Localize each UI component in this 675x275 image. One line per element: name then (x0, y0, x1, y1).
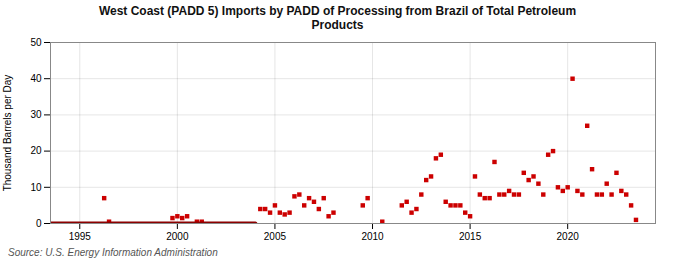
svg-text:2015: 2015 (459, 231, 482, 242)
svg-text:50: 50 (30, 37, 42, 48)
svg-text:30: 30 (30, 109, 42, 120)
svg-text:10: 10 (30, 182, 42, 193)
svg-text:40: 40 (30, 73, 42, 84)
svg-text:Thousand Barrels per Day: Thousand Barrels per Day (2, 75, 13, 192)
svg-text:2000: 2000 (166, 231, 189, 242)
svg-text:2010: 2010 (361, 231, 384, 242)
svg-text:20: 20 (30, 145, 42, 156)
svg-text:2020: 2020 (557, 231, 580, 242)
html-text:Source: U.S. Energy Informatio: Source: U.S. Energy Information Administ… (8, 247, 218, 258)
svg-text:0: 0 (36, 218, 42, 229)
svg-text:2005: 2005 (264, 231, 287, 242)
html-text:West Coast (PADD 5) Imports by: West Coast (PADD 5) Imports by PADD of P… (98, 4, 577, 32)
svg-text:1995: 1995 (69, 231, 92, 242)
